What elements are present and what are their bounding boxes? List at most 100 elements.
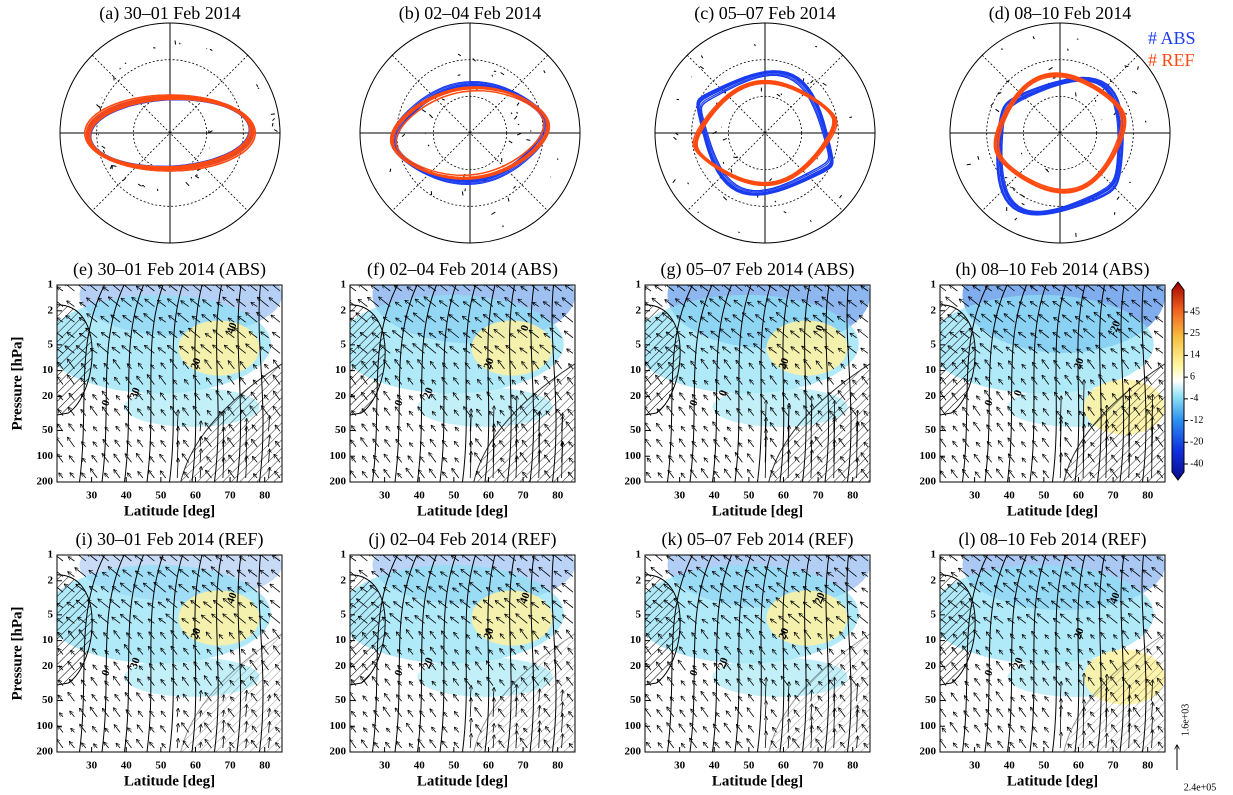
y-tick-label: 10 — [42, 364, 54, 376]
x-tick-label: 70 — [518, 490, 530, 502]
vector-arrow — [409, 744, 413, 749]
vector-arrow — [93, 665, 97, 670]
y-tick-label: 1 — [48, 279, 54, 291]
vector-arrow — [828, 378, 833, 385]
y-tick-label: 50 — [925, 694, 937, 706]
y-tick-label: 200 — [330, 476, 347, 488]
vector-arrow — [68, 557, 74, 561]
y-tick-label: 100 — [920, 720, 937, 732]
vector-arrow — [82, 458, 86, 462]
x-tick-label: 30 — [379, 760, 391, 772]
vector-arrow — [748, 470, 754, 479]
y-tick-label: 20 — [630, 390, 642, 402]
vector-arrow — [114, 708, 121, 717]
vector-arrow — [950, 285, 958, 291]
vector-arrow — [940, 439, 946, 447]
vector-arrow — [408, 710, 413, 717]
x-tick-label: 80 — [1142, 490, 1154, 502]
vector-arrow — [1044, 741, 1049, 748]
vector-arrow — [651, 551, 663, 561]
plot-area: 2020200 — [634, 522, 870, 752]
y-tick-label: 10 — [335, 364, 347, 376]
panel-title: (a) 30–01 Feb 2014 — [99, 3, 240, 24]
vector-arrow — [563, 615, 574, 624]
vector-arrow — [748, 726, 753, 733]
x-tick-label: 70 — [518, 760, 530, 772]
vector-arrow — [409, 396, 413, 400]
x-tick-label: 60 — [190, 490, 202, 502]
vector-arrow — [692, 696, 696, 701]
x-tick-label: 80 — [1142, 760, 1154, 772]
vector-arrow — [58, 726, 63, 733]
vector-arrow — [647, 458, 651, 462]
vector-arrow — [953, 743, 957, 748]
vector-arrow — [160, 454, 166, 462]
vector-arrow — [138, 711, 143, 717]
vector-arrow — [998, 741, 1003, 748]
vector-arrow — [373, 408, 379, 416]
vector-arrow — [116, 396, 120, 400]
y-tick-label: 2 — [931, 304, 937, 316]
vector-arrow — [93, 727, 98, 733]
vector-arrow — [270, 584, 280, 592]
polar-map — [950, 23, 1170, 243]
vector-arrow — [657, 710, 663, 717]
vector-arrow — [94, 744, 98, 748]
vector-arrow — [407, 423, 413, 431]
reference-label: 1.6e+03 — [1180, 704, 1191, 737]
y-tick-label: 5 — [931, 338, 937, 350]
vector-arrow — [852, 633, 857, 639]
vector-arrow — [951, 572, 957, 576]
vector-arrow — [668, 470, 674, 478]
vector-arrow — [374, 743, 378, 748]
x-tick-label: 50 — [155, 490, 167, 502]
vector-arrow — [162, 744, 166, 749]
vector-arrow — [645, 439, 651, 447]
vector-arrow — [704, 426, 708, 431]
vector-arrow — [90, 469, 97, 478]
vector-arrow — [80, 724, 86, 732]
vector-arrow — [138, 440, 143, 447]
vector-arrow — [442, 741, 447, 748]
vector-arrow — [765, 701, 766, 717]
vector-arrow — [105, 681, 109, 686]
vector-arrow — [726, 742, 731, 749]
vector-arrow — [998, 679, 1003, 686]
y-tick-label: 200 — [330, 746, 347, 758]
vector-arrow — [102, 407, 108, 416]
y-tick-label: 10 — [42, 634, 54, 646]
vector-arrow — [127, 473, 131, 478]
vector-arrow — [974, 422, 981, 431]
vector-arrow — [93, 427, 97, 431]
colorbar — [1172, 282, 1184, 480]
reference-label: 2.4e+05 — [1184, 782, 1217, 793]
y-tick-label: 100 — [37, 720, 54, 732]
vector-arrow — [975, 725, 981, 732]
y-tick-label: 200 — [920, 476, 937, 488]
vector-arrow — [470, 718, 471, 732]
vector-arrow — [273, 332, 281, 337]
x-tick-label: 60 — [1073, 760, 1085, 772]
vector-arrow — [829, 649, 834, 655]
vector-arrow — [951, 693, 957, 701]
y-tick-label: 20 — [335, 390, 347, 402]
vector-arrow — [429, 469, 436, 478]
vector-arrow — [535, 650, 539, 654]
vector-arrow — [362, 424, 368, 431]
panel-title: (c) 05–07 Feb 2014 — [694, 3, 835, 24]
y-tick-label: 50 — [630, 424, 642, 436]
y-tick-label: 10 — [925, 364, 937, 376]
vector-arrow — [182, 454, 188, 463]
y-tick-label: 100 — [330, 450, 347, 462]
vector-arrow — [69, 456, 74, 463]
vector-arrow — [941, 456, 946, 462]
vector-arrow — [1033, 727, 1038, 733]
vector-arrow — [1032, 472, 1037, 478]
vector-arrow — [1060, 732, 1061, 748]
vector-arrow — [747, 708, 754, 717]
y-tick-label: 20 — [925, 660, 937, 672]
vector-arrow — [765, 731, 766, 748]
vector-arrow — [747, 454, 753, 463]
vector-arrow — [67, 301, 75, 307]
vector-arrow — [125, 740, 131, 748]
